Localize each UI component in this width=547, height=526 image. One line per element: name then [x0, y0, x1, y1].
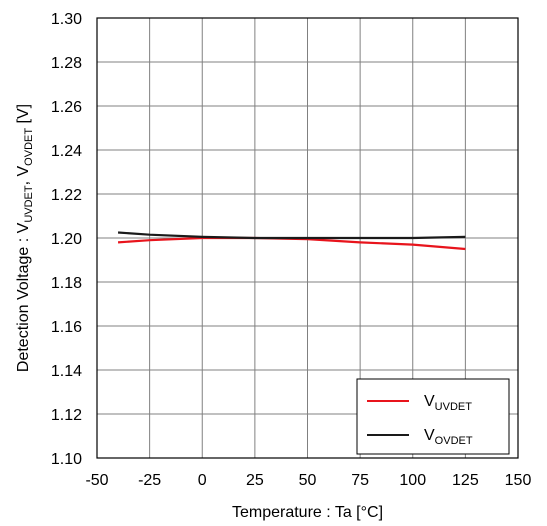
y-axis-label-sub1: UVDET: [23, 185, 35, 223]
y-tick-label: 1.24: [51, 143, 82, 160]
y-tick-label: 1.28: [51, 55, 82, 72]
legend-label-uvdet: VUVDET: [424, 393, 472, 413]
x-tick-label: 150: [505, 472, 532, 489]
grid: [96, 17, 519, 459]
y-axis-label-mid: , V: [15, 165, 32, 185]
y-tick-label: 1.30: [51, 11, 82, 28]
series-group: [117, 231, 466, 251]
x-tick-label: -50: [85, 472, 108, 489]
x-tick-labels: -50 -25 0 25 50 75 100 125 150: [85, 472, 531, 489]
legend-label-uvdet-sub: UVDET: [435, 401, 473, 413]
x-tick-label: -25: [138, 472, 161, 489]
legend: VUVDET VOVDET: [356, 378, 510, 455]
y-tick-label: 1.20: [51, 231, 82, 248]
x-tick-label: 25: [246, 472, 264, 489]
y-tick-label: 1.18: [51, 275, 82, 292]
legend-label-uvdet-main: V: [424, 393, 435, 410]
legend-label-ovdet-sub: OVDET: [435, 435, 473, 447]
series-line-ovdet: [117, 231, 466, 240]
y-tick-label: 1.14: [51, 363, 82, 380]
y-axis-label: Detection Voltage : VUVDET, VOVDET [V]: [15, 104, 35, 372]
x-tick-label: 100: [399, 472, 426, 489]
x-tick-label: 125: [452, 472, 479, 489]
plot-frame: [96, 17, 519, 459]
legend-box: [356, 378, 510, 455]
x-tick-label: 0: [198, 472, 207, 489]
x-tick-label: 75: [351, 472, 369, 489]
y-axis-label-prefix: Detection Voltage : V: [15, 222, 32, 372]
y-tick-label: 1.26: [51, 99, 82, 116]
x-axis-label: Temperature : Ta [°C]: [232, 504, 383, 521]
y-tick-label: 1.10: [51, 451, 82, 468]
x-tick-label: 50: [299, 472, 317, 489]
y-tick-label: 1.22: [51, 187, 82, 204]
y-axis-label-sub2: OVDET: [23, 128, 35, 166]
y-tick-label: 1.16: [51, 319, 82, 336]
y-tick-label: 1.12: [51, 407, 82, 424]
legend-label-ovdet: VOVDET: [424, 427, 473, 447]
y-tick-labels: 1.10 1.12 1.14 1.16 1.18 1.20 1.22 1.24 1.26 1.28…: [51, 11, 82, 468]
legend-label-ovdet-main: V: [424, 427, 435, 444]
series-line-uvdet: [117, 236, 466, 251]
y-axis-label-suffix: [V]: [15, 104, 32, 128]
